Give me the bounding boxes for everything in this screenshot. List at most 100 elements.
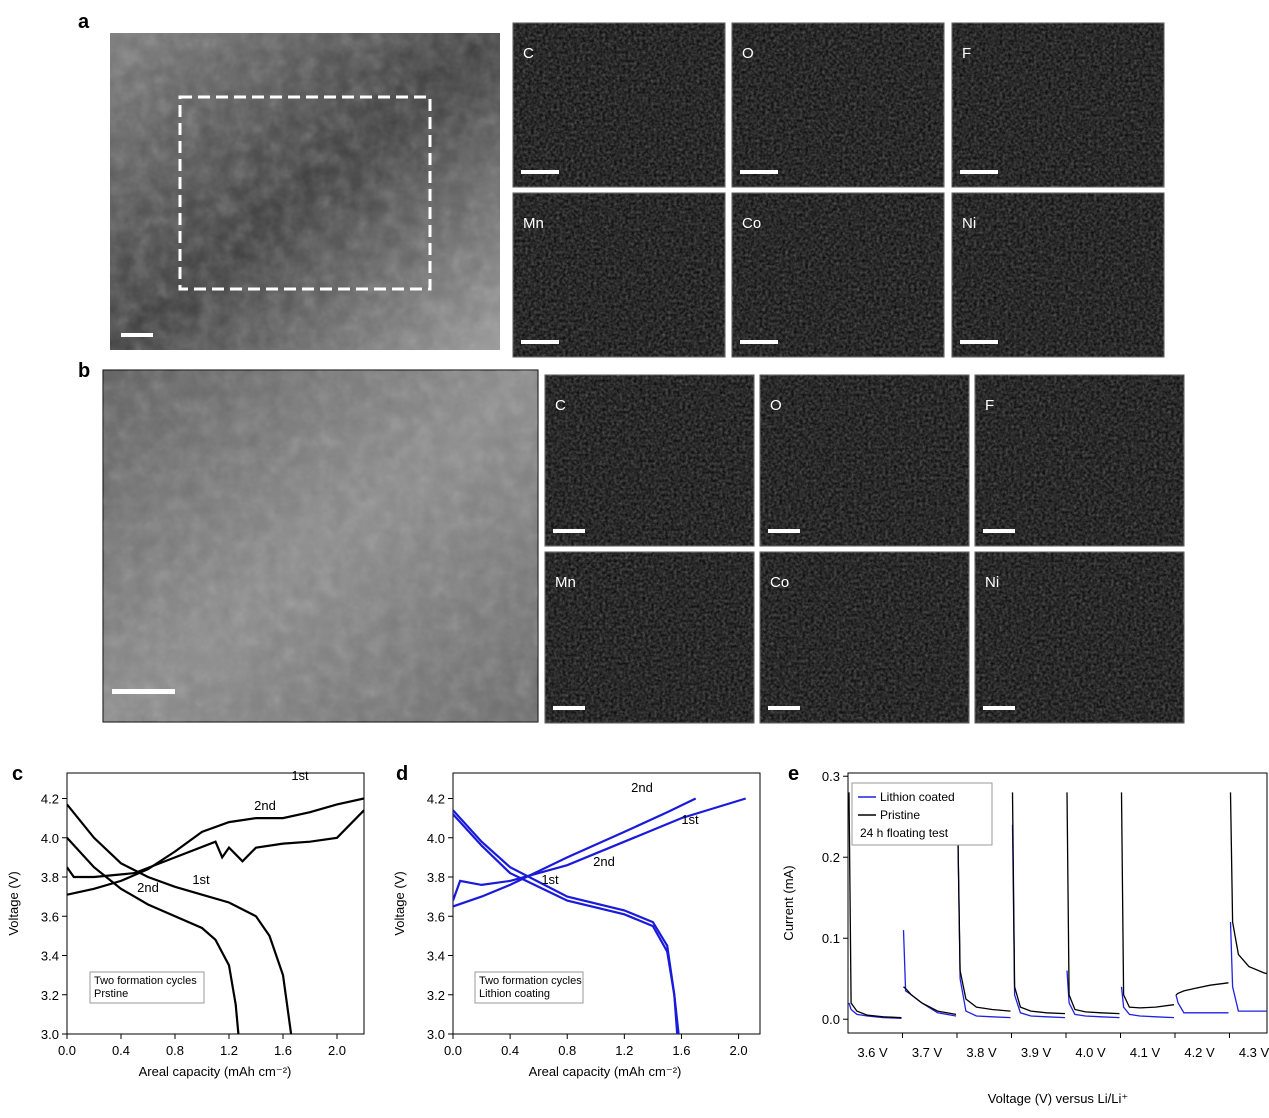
- annotation: 2nd: [631, 780, 653, 795]
- y-tick-label: 4.2: [427, 792, 445, 807]
- panel-label: e: [788, 763, 799, 785]
- y-tick-label: 3.6: [41, 909, 59, 924]
- x-tick-label: 0.0: [444, 1043, 462, 1058]
- series-line: [67, 810, 364, 877]
- x-tick-label: 1.6: [672, 1043, 690, 1058]
- x-tick-label: 4.1 V: [1130, 1045, 1161, 1060]
- x-tick-label: 0.0: [58, 1043, 76, 1058]
- y-tick-label: 3.0: [41, 1027, 59, 1042]
- map-label: Mn: [555, 574, 576, 591]
- scale-bar: [768, 706, 800, 710]
- map-texture: [732, 193, 944, 357]
- map-texture: [952, 193, 1164, 357]
- series-line: [1122, 792, 1175, 1008]
- x-tick-label: 3.8 V: [966, 1045, 997, 1060]
- x-tick-label: 1.6: [274, 1043, 292, 1058]
- series-line: [1013, 825, 1066, 1018]
- map-texture: [975, 552, 1184, 723]
- y-tick-label: 3.6: [427, 909, 445, 924]
- scale-bar: [768, 529, 800, 533]
- legend-label: Pristine: [880, 808, 920, 822]
- x-axis-title: Areal capacity (mAh cm⁻²): [139, 1064, 292, 1079]
- map-texture: [513, 193, 725, 357]
- map-label: Co: [742, 215, 761, 232]
- legend-label: Lithion coated: [880, 790, 955, 804]
- scale-bar: [121, 333, 153, 337]
- x-tick-label: 0.4: [501, 1043, 519, 1058]
- series-line: [1013, 792, 1066, 1013]
- panel-label: b: [78, 360, 90, 382]
- series-line: [1176, 995, 1229, 1013]
- x-tick-label: 0.4: [112, 1043, 130, 1058]
- panel-label: a: [78, 11, 90, 33]
- y-tick-label: 3.0: [427, 1027, 445, 1042]
- y-tick-label: 4.2: [41, 792, 59, 807]
- scale-bar: [740, 340, 778, 344]
- y-axis-title: Current (mA): [781, 865, 796, 940]
- y-tick-label: 0.0: [822, 1012, 840, 1027]
- series-line: [904, 930, 957, 1016]
- legend-note: 24 h floating test: [860, 826, 949, 840]
- page: { "panel_a": {"label": "a", "maps": ["C"…: [0, 0, 1269, 1118]
- scale-bar: [983, 529, 1015, 533]
- map-label: F: [985, 397, 994, 414]
- figure: a COFMnCoNi b COFMnCoNi c3.03.23.43.63.8…: [0, 0, 1269, 1113]
- scale-bar: [983, 706, 1015, 710]
- series-line: [1067, 792, 1120, 1013]
- x-tick-label: 1.2: [615, 1043, 633, 1058]
- annotation: 1st: [192, 872, 210, 887]
- annotation: 2nd: [254, 798, 276, 813]
- x-tick-label: 1.2: [220, 1043, 238, 1058]
- map-texture: [732, 23, 944, 187]
- series-line: [904, 987, 957, 1015]
- x-tick-label: 4.2 V: [1184, 1045, 1215, 1060]
- scale-bar: [960, 170, 998, 174]
- y-tick-label: 3.8: [427, 870, 445, 885]
- series-line: [958, 841, 1011, 1018]
- scale-bar: [521, 340, 559, 344]
- series-line: [453, 799, 746, 901]
- map-label: F: [962, 45, 971, 62]
- y-tick-label: 3.8: [41, 870, 59, 885]
- legend-text: Two formation cycles: [479, 975, 582, 987]
- map-texture: [952, 23, 1164, 187]
- series-line: [1231, 792, 1269, 976]
- x-tick-label: 2.0: [328, 1043, 346, 1058]
- scale-bar: [740, 170, 778, 174]
- annotation: 1st: [541, 872, 559, 887]
- annotation: 1st: [291, 768, 309, 783]
- map-label: Ni: [985, 574, 999, 591]
- map-label: Ni: [962, 215, 976, 232]
- y-tick-label: 4.0: [41, 831, 59, 846]
- map-label: Mn: [523, 215, 544, 232]
- annotation: 1st: [681, 812, 699, 827]
- scale-bar: [553, 529, 585, 533]
- map-label: O: [770, 397, 782, 414]
- map-texture: [975, 375, 1184, 546]
- series-line: [1122, 987, 1175, 1018]
- y-tick-label: 3.2: [41, 988, 59, 1003]
- legend-text: Lithion coating: [479, 988, 550, 1000]
- x-tick-label: 0.8: [166, 1043, 184, 1058]
- sem-texture: [110, 33, 500, 350]
- x-axis-title: Voltage (V) versus Li/Li⁺: [988, 1091, 1129, 1106]
- y-tick-label: 0.3: [822, 769, 840, 784]
- series-line: [1067, 971, 1120, 1018]
- map-texture: [513, 23, 725, 187]
- legend-text: Two formation cycles: [94, 975, 197, 987]
- scale-bar: [553, 706, 585, 710]
- annotation: 2nd: [593, 854, 615, 869]
- series-line: [958, 841, 1011, 1011]
- series-line: [1176, 983, 1229, 995]
- x-tick-label: 3.7 V: [912, 1045, 943, 1060]
- x-tick-label: 0.8: [558, 1043, 576, 1058]
- y-tick-label: 3.4: [427, 949, 445, 964]
- y-tick-label: 0.2: [822, 850, 840, 865]
- map-label: C: [523, 45, 534, 62]
- y-axis-title: Voltage (V): [6, 871, 21, 935]
- x-axis-title: Areal capacity (mAh cm⁻²): [529, 1064, 682, 1079]
- sem-texture: [103, 370, 538, 722]
- map-label: C: [555, 397, 566, 414]
